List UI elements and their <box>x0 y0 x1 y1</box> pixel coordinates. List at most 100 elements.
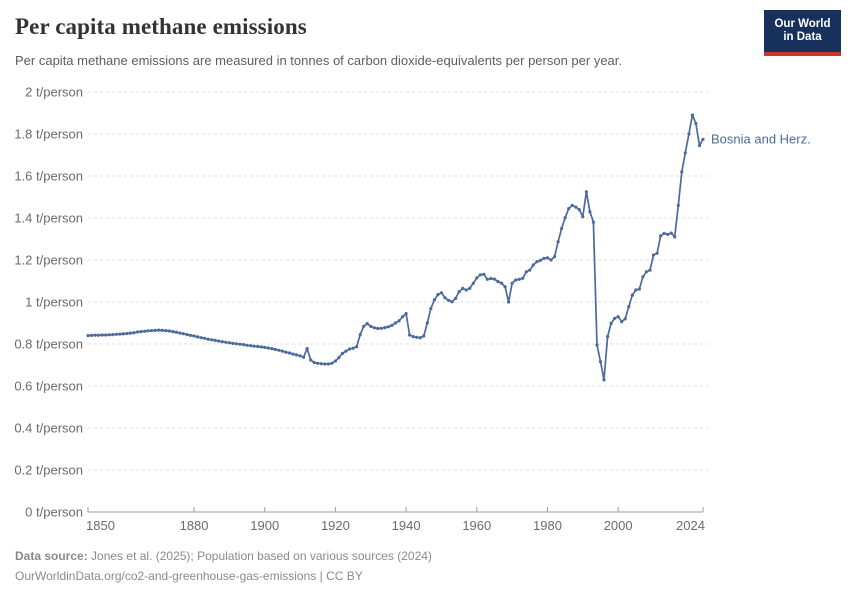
data-point[interactable] <box>344 349 348 353</box>
data-point[interactable] <box>514 278 518 282</box>
data-point[interactable] <box>454 296 458 300</box>
data-point[interactable] <box>432 298 436 302</box>
data-point[interactable] <box>637 287 642 291</box>
data-point[interactable] <box>531 263 535 267</box>
data-point[interactable] <box>482 272 486 276</box>
data-point[interactable] <box>591 220 596 224</box>
data-point[interactable] <box>217 339 221 343</box>
data-point[interactable] <box>121 332 125 336</box>
data-point[interactable] <box>305 347 309 351</box>
data-point[interactable] <box>690 113 695 117</box>
data-point[interactable] <box>386 325 390 329</box>
data-point[interactable] <box>355 345 359 349</box>
data-point[interactable] <box>365 322 369 326</box>
data-point[interactable] <box>641 275 645 279</box>
data-point[interactable] <box>125 331 129 336</box>
series-point-markers[interactable] <box>86 113 705 382</box>
data-point[interactable] <box>157 328 161 332</box>
data-point[interactable] <box>153 328 157 332</box>
data-point[interactable] <box>224 340 228 344</box>
data-point[interactable] <box>397 319 401 323</box>
data-point[interactable] <box>521 276 525 280</box>
data-point[interactable] <box>475 276 479 280</box>
data-point[interactable] <box>471 281 475 285</box>
data-point[interactable] <box>319 362 323 366</box>
data-point[interactable] <box>499 281 504 285</box>
data-point[interactable] <box>606 335 610 339</box>
cc-by-link[interactable]: CC BY <box>326 569 363 583</box>
data-point[interactable] <box>273 347 277 352</box>
data-point[interactable] <box>651 253 656 257</box>
data-point[interactable] <box>613 316 617 320</box>
data-point[interactable] <box>362 324 366 328</box>
data-point[interactable] <box>560 226 564 231</box>
data-point[interactable] <box>210 338 214 342</box>
data-point[interactable] <box>192 334 196 338</box>
data-point[interactable] <box>213 338 217 342</box>
data-point[interactable] <box>581 215 585 219</box>
data-point[interactable] <box>178 331 182 335</box>
data-point[interactable] <box>337 356 341 360</box>
data-point[interactable] <box>401 315 405 319</box>
data-point[interactable] <box>404 312 408 316</box>
data-point[interactable] <box>358 333 362 337</box>
data-point[interactable] <box>259 345 263 349</box>
data-point[interactable] <box>563 216 567 220</box>
data-point[interactable] <box>167 329 171 333</box>
data-point[interactable] <box>89 333 94 337</box>
series-line[interactable] <box>87 114 704 381</box>
data-point[interactable] <box>461 286 465 290</box>
data-point[interactable] <box>111 333 115 337</box>
data-point[interactable] <box>93 333 97 337</box>
data-point[interactable] <box>545 256 550 260</box>
data-point[interactable] <box>238 342 242 346</box>
data-point[interactable] <box>150 329 154 333</box>
data-point[interactable] <box>312 360 316 365</box>
data-point[interactable] <box>517 277 521 281</box>
data-point[interactable] <box>701 137 705 141</box>
data-point[interactable] <box>595 343 599 347</box>
data-point[interactable] <box>302 355 306 359</box>
data-point[interactable] <box>507 300 511 304</box>
data-point[interactable] <box>676 203 680 207</box>
data-point[interactable] <box>478 273 482 277</box>
data-point[interactable] <box>234 342 238 346</box>
data-point[interactable] <box>496 280 500 284</box>
data-point[interactable] <box>577 208 581 212</box>
data-point[interactable] <box>227 341 231 345</box>
data-point[interactable] <box>468 286 472 290</box>
data-point[interactable] <box>556 240 560 244</box>
data-point[interactable] <box>135 330 140 334</box>
data-point[interactable] <box>683 151 687 155</box>
data-point[interactable] <box>164 329 168 333</box>
data-point[interactable] <box>662 231 666 235</box>
data-point[interactable] <box>241 343 246 347</box>
data-point[interactable] <box>100 333 104 337</box>
data-point[interactable] <box>118 332 122 336</box>
data-point[interactable] <box>598 360 603 364</box>
data-point[interactable] <box>128 331 132 335</box>
data-point[interactable] <box>249 344 253 348</box>
data-point[interactable] <box>294 353 299 357</box>
data-point[interactable] <box>132 331 136 335</box>
data-point[interactable] <box>351 346 355 350</box>
data-point[interactable] <box>181 332 185 336</box>
data-point[interactable] <box>524 270 528 274</box>
data-point[interactable] <box>446 298 451 302</box>
data-point[interactable] <box>146 329 150 333</box>
data-point[interactable] <box>567 207 571 211</box>
data-point[interactable] <box>570 203 574 207</box>
owid-logo[interactable]: Our World in Data <box>764 10 841 56</box>
data-point[interactable] <box>280 349 284 353</box>
data-point[interactable] <box>457 290 461 294</box>
data-point[interactable] <box>510 281 514 285</box>
data-point[interactable] <box>408 333 412 337</box>
data-point[interactable] <box>549 258 553 262</box>
data-point[interactable] <box>644 270 649 274</box>
data-point[interactable] <box>326 362 330 366</box>
data-point[interactable] <box>620 320 624 324</box>
data-point[interactable] <box>464 288 468 292</box>
data-point[interactable] <box>390 323 394 327</box>
data-point[interactable] <box>284 350 288 354</box>
data-point[interactable] <box>429 307 433 311</box>
